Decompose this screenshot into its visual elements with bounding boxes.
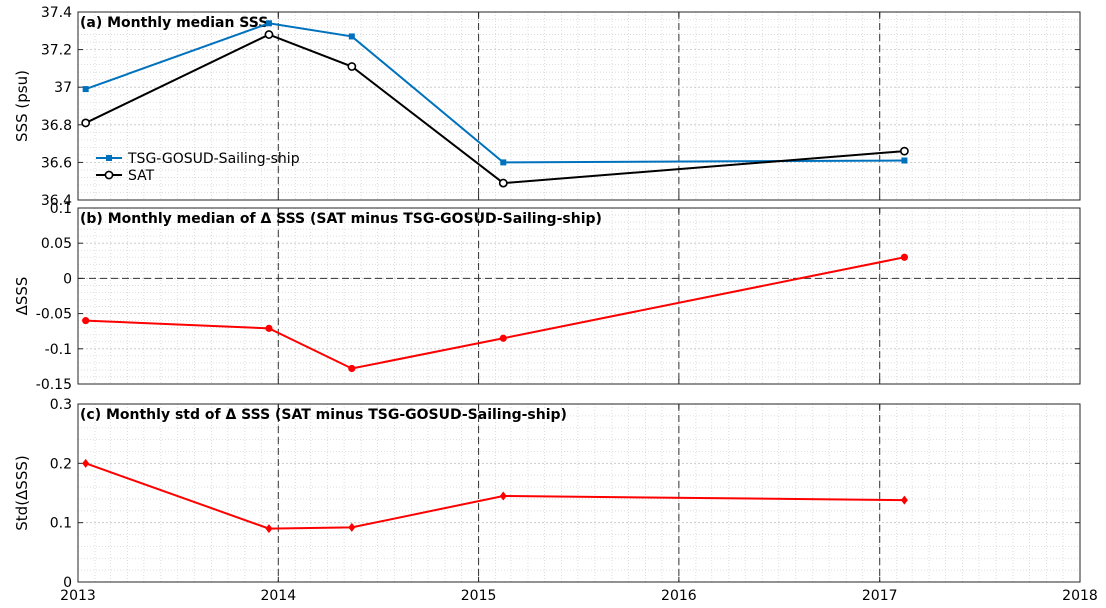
panel-c: 0 0.1 0.2 0.3 2013 2014 2015 2016 2017 2018 Std(ΔS… <box>13 397 1098 604</box>
x-tick-label: 2014 <box>260 588 296 604</box>
y-tick-label: -0.15 <box>36 377 72 393</box>
plot-area-frame <box>77 11 1081 201</box>
data-point-2 <box>348 522 356 532</box>
y-tick-label: 37.2 <box>41 43 72 59</box>
panel-a: 36.4 36.6 36.8 37 37.2 37.4 SSS (psu) (a) Month… <box>13 5 1081 209</box>
plot-area-frame <box>77 403 1081 583</box>
data-point-3 <box>499 334 507 342</box>
data-point-1 <box>265 324 273 332</box>
series-line <box>85 22 905 164</box>
panel-b: -0.15 -0.1 -0.05 0 0.05 0.1 ΔSSS (b) Monthly me… <box>13 201 1081 393</box>
series-delta-sss <box>82 458 908 534</box>
data-point-1 <box>265 20 272 27</box>
y-tick-label: 37 <box>54 80 72 96</box>
series-delta-sss <box>82 253 909 373</box>
data-point-1 <box>264 30 274 39</box>
x-tick-label: 2013 <box>60 588 96 604</box>
y-tick-label: 36.4 <box>41 193 72 209</box>
grid <box>77 11 1081 201</box>
series-line <box>85 256 905 370</box>
legend-entry: SAT <box>128 168 155 184</box>
plot-area-frame <box>77 207 1081 385</box>
data-point-0 <box>81 118 91 128</box>
data-point-1 <box>265 524 273 534</box>
y-axis-label: Std(ΔSSS) <box>13 455 31 530</box>
series-tsg-gosud-sailing-ship <box>82 20 908 166</box>
x-tick-label: 2016 <box>661 588 697 604</box>
data-point-4 <box>901 157 908 164</box>
data-point-4 <box>900 253 909 261</box>
panel-title: (c) Monthly std of Δ SSS (SAT minus TSG-… <box>80 407 567 423</box>
x-tick-label: 2018 <box>1062 588 1098 604</box>
y-axis-label: ΔSSS <box>13 277 31 316</box>
data-point-0 <box>82 86 89 93</box>
y-tick-label: -0.1 <box>45 342 72 358</box>
y-tick-label: 0 <box>63 271 72 287</box>
data-point-3 <box>498 178 508 188</box>
y-tick-label: 0.2 <box>50 456 72 472</box>
legend-entry: TSG-GOSUD-Sailing-ship <box>127 151 300 167</box>
data-point-0 <box>82 317 90 325</box>
data-point-3 <box>499 491 507 501</box>
data-point-2 <box>348 364 356 373</box>
x-tick-label: 2015 <box>461 588 497 604</box>
y-axis-label: SSS (psu) <box>13 70 31 142</box>
data-point-legend-1 <box>104 170 114 180</box>
y-tick-label: -0.05 <box>36 307 72 323</box>
x-tick-label: 2017 <box>862 588 898 604</box>
series-line <box>85 462 905 530</box>
y-tick-label: 36.6 <box>41 155 72 171</box>
panel-title: (a) Monthly median SSS <box>80 15 268 31</box>
data-point-4 <box>900 495 908 505</box>
grid <box>77 207 1081 385</box>
data-point-0 <box>82 458 90 468</box>
panel-title: (b) Monthly median of Δ SSS (SAT minus T… <box>80 211 602 227</box>
y-tick-label: 0 <box>63 575 72 591</box>
y-tick-label: 0.1 <box>50 516 72 532</box>
data-point-4 <box>900 146 909 156</box>
data-point-legend-0 <box>106 155 112 161</box>
grid <box>77 403 1081 583</box>
series-sat <box>81 30 909 188</box>
data-point-2 <box>347 62 357 71</box>
y-tick-label: 0.3 <box>50 397 72 413</box>
y-tick-label: 37.4 <box>41 5 72 21</box>
y-tick-label: 0.05 <box>41 236 72 252</box>
data-point-2 <box>348 33 355 40</box>
y-tick-label: 0.1 <box>50 201 72 217</box>
y-tick-label: 36.8 <box>41 118 72 134</box>
data-point-3 <box>500 159 507 166</box>
